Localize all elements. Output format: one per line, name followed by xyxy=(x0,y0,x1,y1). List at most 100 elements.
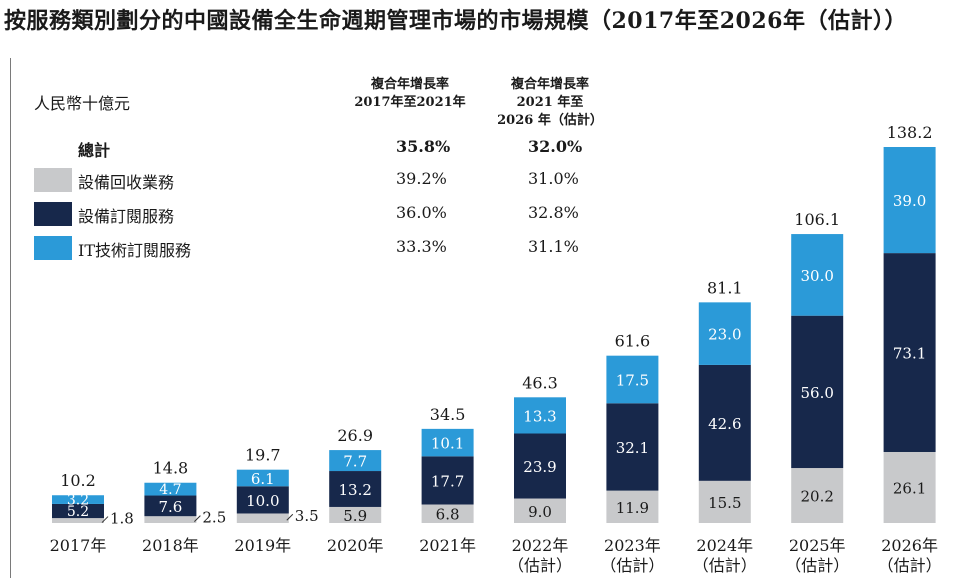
category-label: （估計） xyxy=(693,556,757,575)
category-label: 2017年 xyxy=(50,536,107,555)
bar-segment xyxy=(514,433,566,499)
category-label: 2019年 xyxy=(234,536,291,555)
segment-value-label: 17.5 xyxy=(616,371,649,389)
bar-segment xyxy=(329,471,382,507)
total-value-label: 46.3 xyxy=(522,373,558,392)
chart-frame xyxy=(10,58,959,578)
category-label: （估計） xyxy=(785,556,849,575)
unit-label: 人民幣十億元 xyxy=(34,94,131,113)
bar-segment xyxy=(52,503,104,519)
bar-segment xyxy=(698,364,751,481)
bar-segment xyxy=(606,355,659,404)
segment-value-label: 6.8 xyxy=(436,506,460,524)
segment-value-label: 5.2 xyxy=(67,504,89,520)
category-label: 2021年 xyxy=(419,536,476,555)
cagr-value-2021-2026: 31.0% xyxy=(528,169,579,188)
bar-segment xyxy=(883,147,936,254)
bar-segment xyxy=(791,315,844,469)
segment-value-label: 7.7 xyxy=(343,453,367,471)
segment-value-label: 13.2 xyxy=(338,481,371,499)
segment-value-label: 1.8 xyxy=(110,510,134,528)
bar-segment xyxy=(144,516,197,523)
bar-segment xyxy=(514,498,566,523)
legend-swatch xyxy=(34,202,72,226)
category-label: （估計） xyxy=(878,556,942,575)
total-value-label: 14.8 xyxy=(153,459,189,478)
segment-value-label: 42.6 xyxy=(708,415,741,433)
bar-segment xyxy=(883,253,936,452)
cagr-value-2017-2021: 39.2% xyxy=(396,169,447,188)
legend-swatch xyxy=(34,236,72,260)
bar-segment xyxy=(236,513,289,523)
legend-label: 設備回收業務 xyxy=(78,173,175,192)
segment-value-label: 20.2 xyxy=(800,488,833,506)
cagr-value-2021-2026: 32.8% xyxy=(528,203,579,222)
segment-value-label: 39.0 xyxy=(893,192,926,210)
bar-segment xyxy=(52,518,104,523)
chart-title: 按服務類別劃分的中國設備全生命週期管理市場的市場規模（2017年至2026年（估… xyxy=(4,8,907,34)
legend-swatch xyxy=(34,168,72,192)
cagr-value-2017-2021: 35.8% xyxy=(396,137,451,156)
bar-segment xyxy=(791,468,844,523)
segment-value-label: 73.1 xyxy=(893,345,926,363)
segment-value-label: 23.0 xyxy=(708,326,741,344)
cagr-header-line: 2026 年（估計） xyxy=(497,113,603,128)
total-value-label: 10.2 xyxy=(60,471,96,490)
cagr-header-2021-2026: 複合年增長率 2021 年至 2026 年（估計） xyxy=(486,76,614,130)
segment-value-label: 4.7 xyxy=(159,482,181,498)
bar-segment xyxy=(791,234,844,316)
segment-value-label: 56.0 xyxy=(800,384,833,402)
bar-segment xyxy=(421,456,474,505)
bar-segment xyxy=(698,480,751,523)
bar-segment xyxy=(236,469,289,487)
legend-label: 總計 xyxy=(78,141,111,160)
leader-line xyxy=(101,516,109,523)
cagr-header-line: 複合年增長率 xyxy=(370,77,449,92)
bar-segment xyxy=(421,504,474,523)
bar-segment xyxy=(883,451,936,523)
cagr-value-2017-2021: 33.3% xyxy=(396,237,447,256)
segment-value-label: 15.5 xyxy=(708,494,741,512)
category-label: 2023年 xyxy=(604,536,661,555)
category-label: 2024年 xyxy=(696,536,753,555)
bar-segment xyxy=(236,486,289,514)
bar-segment xyxy=(144,495,197,517)
category-label: 2018年 xyxy=(142,536,199,555)
segment-value-label: 11.9 xyxy=(616,499,649,517)
legend-label: IT技術訂閱服務 xyxy=(78,241,191,260)
category-label: （估計） xyxy=(508,556,572,575)
segment-value-label: 2.5 xyxy=(202,509,226,527)
total-value-label: 19.7 xyxy=(245,446,281,465)
total-value-label: 26.9 xyxy=(337,426,373,445)
bar-segment xyxy=(698,302,751,365)
cagr-header-2017-2021: 複合年增長率 2017年至2021年 xyxy=(346,76,474,112)
cagr-value-2017-2021: 36.0% xyxy=(396,203,447,222)
category-label: 2022年 xyxy=(512,536,569,555)
segment-value-label: 3.5 xyxy=(295,507,319,525)
bar-segment xyxy=(514,397,566,434)
segment-value-label: 13.3 xyxy=(523,407,556,425)
cagr-header-line: 複合年增長率 xyxy=(510,77,589,92)
segment-value-label: 32.1 xyxy=(616,439,649,457)
bar-segment xyxy=(52,495,104,504)
segment-value-label: 17.7 xyxy=(431,472,464,490)
segment-value-label: 5.9 xyxy=(343,507,367,525)
segment-value-label: 6.1 xyxy=(251,470,275,488)
category-label: 2026年 xyxy=(881,536,938,555)
bar-segment xyxy=(421,428,474,457)
cagr-value-2021-2026: 31.1% xyxy=(528,237,579,256)
bar-segment xyxy=(144,482,197,496)
segment-value-label: 10.0 xyxy=(246,492,279,510)
bar-segment xyxy=(606,490,659,523)
total-value-label: 61.6 xyxy=(615,332,651,351)
category-label: 2025年 xyxy=(789,536,846,555)
cagr-header-line: 2017年至2021年 xyxy=(354,95,466,110)
leader-line xyxy=(194,515,201,522)
segment-value-label: 26.1 xyxy=(893,479,926,497)
total-value-label: 81.1 xyxy=(707,278,743,297)
cagr-value-2021-2026: 32.0% xyxy=(528,137,583,156)
leader-line xyxy=(286,513,294,521)
category-label: 2020年 xyxy=(327,536,384,555)
total-value-label: 106.1 xyxy=(794,210,840,229)
